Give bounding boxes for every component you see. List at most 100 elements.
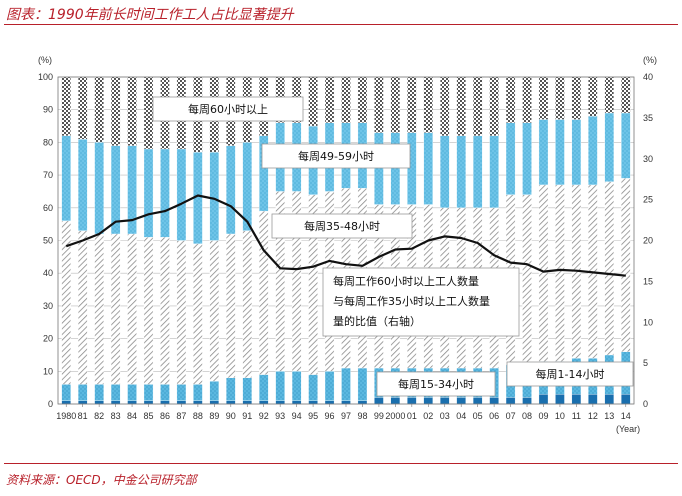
bar-segment: [226, 377, 236, 401]
bar-segment: [226, 400, 236, 405]
title-rule: [4, 24, 678, 25]
x-tick-label: 95: [308, 411, 318, 421]
x-tick-label: 08: [522, 411, 532, 421]
y-left-tick-label: 40: [43, 268, 53, 278]
bar-segment: [456, 135, 466, 208]
y-left-tick-label: 70: [43, 170, 53, 180]
bar-segment: [423, 132, 433, 205]
bar-segment: [538, 119, 549, 186]
y-left-tick-label: 0: [48, 399, 53, 409]
bar-segment: [193, 243, 203, 385]
y-right-tick-label: 10: [643, 317, 653, 327]
bar-segment: [407, 132, 417, 205]
y-right-tick-label: 35: [643, 113, 653, 123]
bar-segment: [571, 76, 582, 120]
bar-segment: [78, 384, 88, 401]
bar-segment: [259, 400, 269, 405]
annotation-label: 每周15-34小时: [398, 377, 474, 391]
chart-title: 图表：1990年前长时间工作工人占比显著提升: [6, 7, 294, 23]
bar-segment: [357, 367, 368, 401]
bar-segment: [143, 237, 154, 385]
y-right-tick-label: 40: [643, 72, 653, 82]
bar-segment: [193, 400, 203, 405]
bar-segment: [242, 230, 252, 378]
bar-segment: [621, 178, 631, 352]
bar-segment: [110, 400, 121, 405]
bar-segment: [505, 397, 516, 405]
bar-segment: [324, 371, 335, 401]
bar-segment: [110, 233, 121, 385]
bar-segment: [374, 76, 384, 133]
bar-segment: [472, 397, 483, 405]
bar-segment: [127, 76, 137, 146]
annotation-label: 量的比值（右轴）: [333, 314, 421, 328]
annotation-box: [271, 213, 413, 239]
bar-segment: [78, 400, 88, 405]
bar-segment: [538, 76, 549, 120]
annotation-box: [152, 96, 304, 122]
annotation-label: 每周60小时以上: [188, 102, 268, 116]
x-tick-label: 83: [111, 411, 121, 421]
bar-segment: [143, 384, 154, 401]
bar-segment: [259, 374, 269, 401]
bar-segment: [242, 377, 252, 401]
bar-segment: [538, 394, 549, 405]
bar-segment: [621, 112, 631, 179]
x-tick-label: 84: [127, 411, 137, 421]
bar-segment: [160, 400, 170, 405]
bar-segment: [423, 76, 433, 133]
x-tick-label: 89: [209, 411, 219, 421]
bar-segment: [440, 135, 450, 208]
bar-segment: [522, 122, 532, 195]
annotation-label: 与每周工作35小时以上工人数量: [333, 294, 490, 308]
bar-segment: [61, 384, 71, 401]
x-tick-label: 92: [259, 411, 269, 421]
bar-segment: [209, 152, 220, 241]
bar-segment: [127, 384, 137, 401]
bar-segment: [440, 76, 450, 137]
bar-segment: [324, 400, 335, 405]
annotation-label: 每周1-14小时: [536, 367, 605, 381]
bar-segment: [522, 76, 532, 123]
bar-segment: [143, 148, 154, 238]
x-tick-label: 97: [341, 411, 351, 421]
y-right-unit-label: (%): [643, 55, 657, 65]
bar-segment: [341, 76, 351, 123]
x-tick-label: 98: [357, 411, 367, 421]
bar-segment: [291, 371, 302, 401]
bar-segment: [407, 397, 417, 405]
bar-segment: [160, 237, 170, 385]
bar-segment: [226, 233, 236, 378]
y-left-tick-label: 90: [43, 105, 53, 115]
bar-segment: [143, 400, 154, 405]
bar-segment: [61, 400, 71, 405]
y-right-tick-label: 25: [643, 195, 653, 205]
x-tick-label: 99: [374, 411, 384, 421]
y-right-tick-label: 30: [643, 154, 653, 164]
bar-segment: [588, 116, 598, 186]
bar-segment: [78, 76, 88, 140]
bar-segment: [127, 400, 137, 405]
bar-segment: [604, 112, 614, 182]
bar-segment: [390, 397, 401, 405]
bar-segment: [621, 76, 631, 114]
x-tick-label: 14: [621, 411, 631, 421]
bar-segment: [555, 119, 565, 186]
bar-segment: [110, 76, 121, 146]
bar-segment: [291, 400, 302, 405]
x-tick-label: 85: [144, 411, 154, 421]
y-left-tick-label: 50: [43, 236, 53, 246]
bar-segment: [160, 384, 170, 401]
bar-segment: [176, 148, 187, 241]
bar-segment: [94, 400, 104, 405]
bar-segment: [160, 148, 170, 238]
bar-segment: [489, 76, 499, 137]
bar-segment: [209, 240, 220, 382]
bar-segment: [176, 400, 187, 405]
x-tick-label: 94: [292, 411, 302, 421]
bar-segment: [472, 76, 483, 137]
bar-segment: [505, 122, 516, 195]
bar-segment: [110, 384, 121, 401]
annotation-box: [322, 267, 520, 337]
y-right-tick-label: 20: [643, 236, 653, 246]
